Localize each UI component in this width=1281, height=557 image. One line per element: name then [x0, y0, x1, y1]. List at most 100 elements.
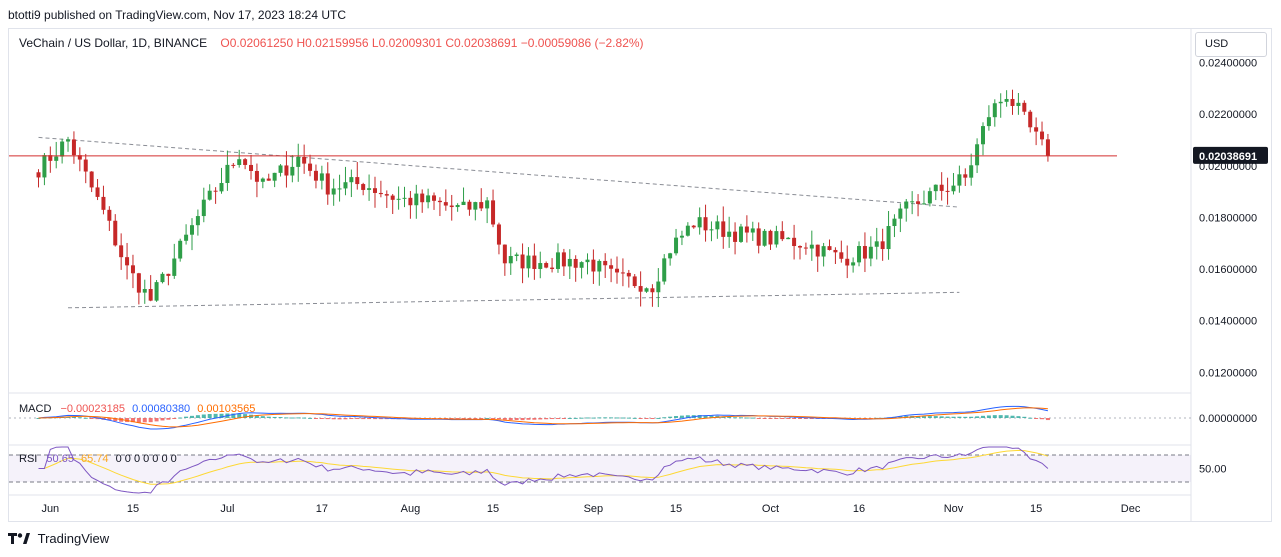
candle-body: [420, 193, 425, 203]
time-tick-label: Aug: [401, 503, 421, 515]
candle-body: [95, 187, 100, 197]
candle-body: [396, 198, 401, 200]
macd-histogram-bar: [178, 417, 183, 419]
candle-body: [372, 188, 377, 193]
candle-body: [178, 240, 183, 259]
change-value: −0.00059086 (−2.82%): [520, 36, 644, 50]
macd-histogram-bar: [939, 416, 944, 418]
candle-body: [296, 156, 301, 167]
macd-histogram-bar: [798, 418, 803, 419]
macd-histogram-bar: [780, 418, 785, 419]
candle-body: [367, 188, 372, 190]
macd-histogram-bar: [95, 418, 100, 420]
macd-histogram-bar: [709, 415, 714, 418]
macd-histogram-bar: [36, 418, 41, 419]
candle-body: [467, 201, 472, 210]
macd-histogram-bar: [1016, 416, 1021, 418]
time-tick-label: 15: [127, 503, 139, 515]
candle-body: [933, 184, 938, 192]
macd-histogram-bar: [343, 418, 348, 420]
candle-body: [727, 231, 732, 237]
candle-body: [910, 201, 915, 203]
candle-body: [573, 258, 578, 268]
candle-body: [172, 258, 177, 276]
macd-histogram-bar: [561, 418, 566, 419]
candle-body: [284, 165, 289, 176]
currency-selector[interactable]: USD: [1195, 32, 1267, 57]
candle-body: [60, 141, 65, 157]
candle-body: [254, 170, 259, 182]
candle-body: [1028, 111, 1033, 128]
candle-body: [148, 288, 153, 301]
candle-body: [237, 159, 242, 165]
macd-histogram-bar: [963, 416, 968, 418]
candle-body: [650, 288, 655, 293]
candle-body: [744, 226, 749, 233]
candle-body: [201, 199, 206, 217]
candle-body: [113, 220, 118, 246]
candle-body: [585, 259, 590, 263]
macd-histogram-bar: [727, 416, 732, 418]
macd-histogram-bar: [567, 417, 572, 419]
candle-body: [969, 165, 974, 178]
candle-body: [184, 234, 189, 241]
rsi-legend: RSI 50.65 65.74 0 0 0 0 0 0 0: [19, 453, 177, 465]
candle-body: [349, 177, 354, 183]
macd-histogram-bar: [786, 418, 791, 419]
candle-body: [632, 276, 637, 287]
candle-body: [561, 252, 566, 267]
macd-histogram-bar: [750, 417, 755, 419]
candle-body: [225, 164, 230, 183]
candle-body: [916, 201, 921, 204]
symbol-title: VeChain / US Dollar, 1D, BINANCE: [19, 36, 208, 50]
macd-histogram-bar: [1010, 415, 1015, 418]
candle-body: [579, 262, 584, 268]
macd-histogram-bar: [272, 416, 277, 418]
candle-body: [36, 172, 41, 178]
trend-line: [68, 291, 960, 309]
candle-body: [833, 249, 838, 253]
open-value: O0.02061250: [220, 36, 294, 50]
candle-body: [272, 172, 277, 181]
macd-histogram-bar: [331, 418, 336, 420]
candle-body: [260, 178, 265, 182]
macd-histogram-bar: [514, 418, 519, 420]
macd-histogram-bar: [638, 418, 643, 419]
macd-label: MACD: [19, 403, 52, 415]
macd-histogram-bar: [1034, 418, 1039, 419]
macd-histogram-bar: [550, 418, 555, 420]
candle-body: [414, 193, 419, 206]
candle-body: [496, 224, 501, 245]
macd-histogram-bar: [290, 417, 295, 419]
macd-histogram-bar: [620, 417, 625, 419]
macd-histogram-bar: [916, 415, 921, 418]
candle-body: [538, 263, 543, 269]
macd-histogram-bar: [355, 418, 360, 420]
macd-histogram-bar: [113, 418, 118, 422]
candle-body: [71, 139, 76, 156]
candle-body: [243, 159, 248, 165]
macd-histogram-bar: [296, 417, 301, 419]
macd-histogram-bar: [130, 418, 135, 423]
macd-histogram-bar: [986, 415, 991, 418]
candle-body: [491, 200, 496, 225]
macd-histogram-bar: [107, 418, 112, 421]
candle-body: [48, 155, 53, 161]
candle-body: [207, 190, 212, 200]
macd-histogram-bar: [650, 418, 655, 419]
candle-body: [709, 229, 714, 231]
macd-histogram-bar: [762, 418, 767, 419]
macd-histogram-bar: [573, 417, 578, 419]
candle-body: [715, 221, 720, 230]
candle-body: [609, 265, 614, 269]
candle-body: [927, 191, 932, 204]
candle-body: [83, 159, 88, 172]
price-tick-label: 0.02400000: [1199, 58, 1257, 70]
rsi-extra-values: 0 0 0 0 0 0 0: [115, 453, 177, 465]
rsi-value: 50.65: [46, 453, 74, 465]
candle-body: [337, 188, 342, 190]
candle-body: [426, 195, 431, 203]
macd-histogram-bar: [597, 417, 602, 419]
candle-body: [302, 156, 307, 164]
